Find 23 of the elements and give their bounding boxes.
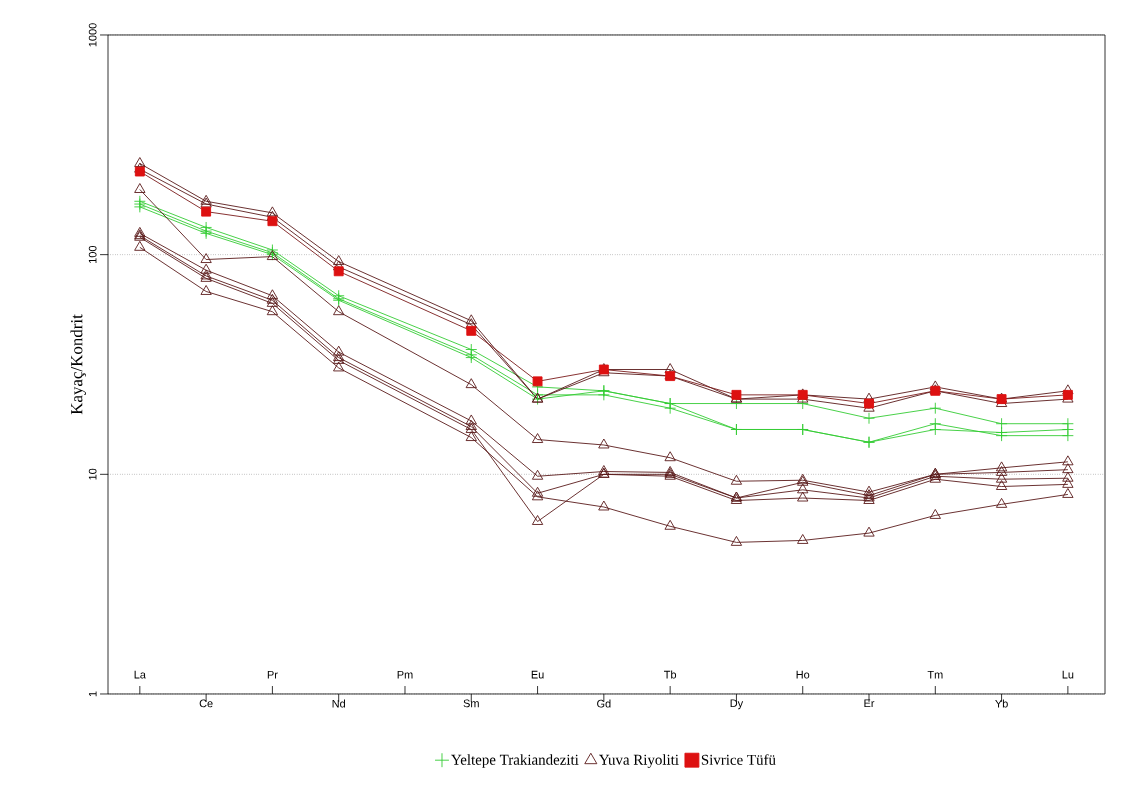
x-tick-label: Yb (995, 699, 1008, 708)
x-tick-label: Dy (730, 699, 744, 710)
y-tick-label: 1000 (88, 23, 97, 47)
x-tick-label: Ho (796, 670, 810, 679)
y-tick-label: 10 (88, 468, 97, 480)
x-tick-label: Nd (332, 699, 345, 708)
x-tick-label: Tm (927, 670, 943, 679)
legend-label: Sivrice Tüfü (701, 754, 776, 765)
x-tick-label: Lu (1062, 670, 1074, 679)
x-tick-label: Er (864, 699, 875, 708)
legend-label: Yuva Riyoliti (599, 754, 679, 768)
x-tick-label: Pm (397, 670, 413, 679)
x-tick-label: Pr (267, 670, 278, 679)
x-tick-label: Ce (199, 699, 213, 708)
y-tick-label: 100 (88, 245, 97, 263)
x-tick-label: La (134, 670, 146, 679)
x-tick-label: Eu (531, 670, 544, 679)
y-axis-title: Kayaç/Kondrit (70, 314, 86, 415)
x-tick-label: Sm (463, 699, 479, 708)
x-tick-label: Tb (664, 670, 677, 679)
legend-label: Yeltepe Trakiandeziti (451, 754, 579, 768)
y-tick-label: 1 (88, 691, 97, 697)
x-tick-label: Gd (597, 699, 611, 708)
